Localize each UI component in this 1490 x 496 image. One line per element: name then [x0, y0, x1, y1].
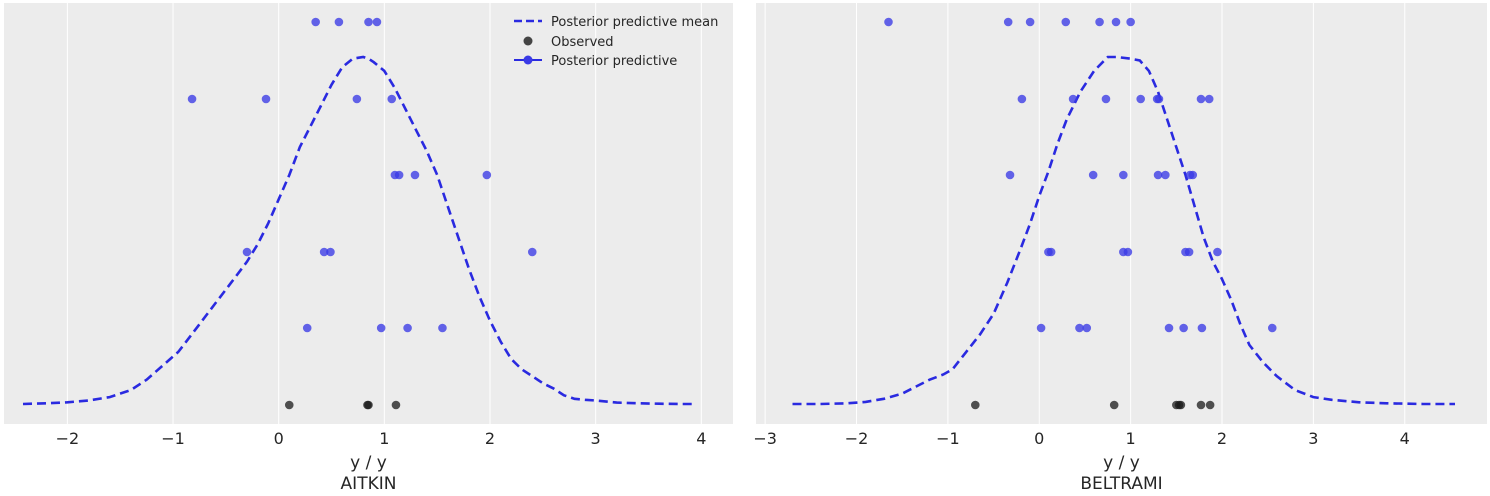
posterior-predictive-point — [311, 17, 320, 27]
panel-title: AITKIN — [341, 474, 397, 494]
x-axis-label: y / y — [350, 453, 387, 473]
x-tick-label: 3 — [591, 429, 601, 448]
posterior-predictive-point — [1213, 247, 1222, 257]
x-tick-label: 3 — [1308, 429, 1318, 448]
posterior-predictive-point — [438, 323, 447, 333]
posterior-predictive-point — [1119, 170, 1128, 180]
posterior-predictive-point — [394, 170, 404, 180]
x-tick-label: 2 — [1217, 429, 1227, 448]
posterior-predictive-point — [1197, 323, 1207, 333]
x-tick-label: 1 — [1126, 429, 1136, 448]
legend-label-mean: Posterior predictive mean — [551, 15, 718, 30]
posterior-predictive-point — [1036, 323, 1046, 333]
observed-point — [1205, 400, 1215, 410]
posterior-predictive-point — [319, 247, 329, 257]
posterior-predictive-point — [1061, 17, 1071, 27]
posterior-predictive-point — [1154, 94, 1164, 104]
posterior-predictive-point — [261, 94, 271, 104]
legend-label-predictive: Posterior predictive — [551, 54, 677, 69]
posterior-predictive-point — [1101, 94, 1111, 104]
observed-point — [1109, 400, 1119, 410]
posterior-predictive-mean-line — [792, 55, 1455, 406]
posterior-predictive-point — [1267, 323, 1277, 333]
posterior-predictive-point — [372, 17, 382, 27]
posterior-predictive-point — [1075, 323, 1084, 333]
x-tick-label: −3 — [753, 429, 777, 448]
posterior-predictive-point — [1003, 17, 1013, 27]
posterior-predictive-point — [1136, 94, 1145, 104]
observed-point — [1176, 400, 1186, 410]
x-tick-label: 2 — [485, 429, 495, 448]
posterior-predictive-point — [1179, 323, 1188, 333]
plot-area — [756, 3, 1487, 424]
posterior-predictive-point — [1161, 170, 1170, 180]
x-axis-label: y / y — [1103, 453, 1140, 473]
posterior-predictive-point — [482, 170, 492, 180]
x-tick-label: 1 — [379, 429, 389, 448]
posterior-predictive-point — [1068, 94, 1078, 104]
posterior-predictive-point — [1204, 94, 1214, 104]
posterior-predictive-point — [187, 94, 197, 104]
posterior-predictive-point — [527, 247, 537, 257]
x-tick-label: −2 — [845, 429, 869, 448]
observed-point — [284, 400, 294, 410]
posterior-predictive-point — [1111, 17, 1121, 27]
observed-point — [364, 400, 373, 410]
posterior-predictive-point — [1188, 170, 1198, 180]
posterior-predictive-point — [334, 17, 344, 27]
posterior-predictive-point — [387, 94, 397, 104]
posterior-predictive-point — [364, 17, 373, 27]
posterior-predictive-point — [1017, 94, 1027, 104]
observed-point — [971, 400, 980, 410]
legend-predictive-swatch-dot — [523, 55, 533, 65]
posterior-predictive-point — [376, 323, 386, 333]
posterior-predictive-point — [884, 17, 893, 27]
posterior-predictive-point — [1184, 247, 1194, 257]
posterior-predictive-point — [302, 323, 312, 333]
observed-point — [1196, 400, 1206, 410]
posterior-predictive-point — [1123, 247, 1133, 257]
posterior-predictive-point — [1153, 170, 1163, 180]
posterior-predictive-point — [1126, 17, 1135, 27]
plot-area — [4, 3, 733, 424]
posterior-predictive-mean-line — [22, 55, 695, 406]
posterior-predictive-point — [1082, 323, 1092, 333]
x-tick-label: 4 — [1400, 429, 1410, 448]
posterior-predictive-point — [1196, 94, 1206, 104]
posterior-predictive-point — [326, 247, 335, 257]
panel-title: BELTRAMI — [1080, 474, 1162, 494]
posterior-predictive-point — [410, 170, 420, 180]
x-tick-label: −1 — [161, 429, 185, 448]
posterior-predictive-point — [1005, 170, 1015, 180]
legend: Posterior predictive mean Observed Poste… — [514, 15, 718, 69]
posterior-predictive-point — [1046, 247, 1056, 257]
posterior-predictive-point — [1025, 17, 1035, 27]
posterior-predictive-point — [1164, 323, 1174, 333]
legend-observed-swatch — [523, 36, 533, 46]
legend-label-observed: Observed — [551, 35, 614, 50]
posterior-predictive-point — [1095, 17, 1104, 27]
observed-point — [391, 400, 401, 410]
x-tick-label: −1 — [936, 429, 960, 448]
posterior-predictive-point — [242, 247, 252, 257]
x-tick-label: 0 — [274, 429, 284, 448]
x-tick-label: −2 — [56, 429, 80, 448]
posterior-predictive-point — [1088, 170, 1098, 180]
posterior-predictive-point — [352, 94, 362, 104]
x-tick-label: 0 — [1034, 429, 1044, 448]
posterior-predictive-point — [403, 323, 412, 333]
x-tick-label: 4 — [696, 429, 706, 448]
